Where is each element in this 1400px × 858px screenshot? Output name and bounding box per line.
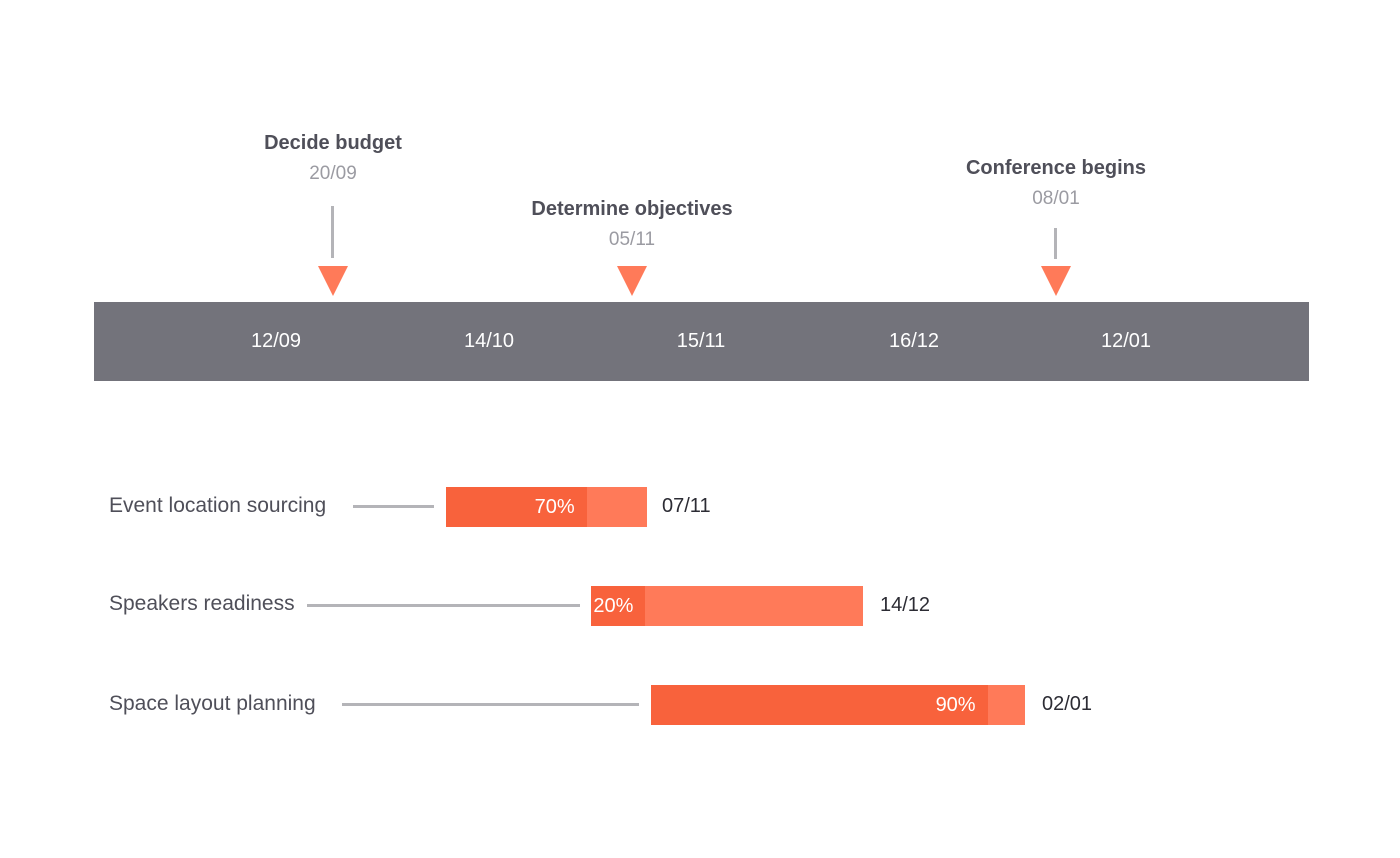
task-bar: 20% [591,586,863,626]
milestone-date: 08/01 [1032,188,1080,209]
axis-tick: 16/12 [888,330,940,352]
task-bar: 70% [446,487,647,527]
milestone-date: 20/09 [309,163,357,184]
milestone-determine-objectives: Determine objectives 05/11 [482,196,782,300]
task-connector [342,703,639,706]
milestone-stem [1054,228,1057,259]
timeline-axis: 12/09 14/10 15/11 16/12 12/01 [94,302,1309,381]
milestone-conference-begins: Conference begins 08/01 [906,155,1206,300]
task-progress-label: 90% [935,694,976,716]
milestone-marker-icon [318,266,348,296]
axis-tick: 12/09 [250,330,302,352]
axis-tick: 14/10 [463,330,515,352]
axis-tick: 15/11 [676,330,726,352]
task-progress-label: 70% [534,496,575,518]
milestone-date: 05/11 [608,229,656,250]
task-label: Space layout planning [109,692,316,715]
task-end-date: 02/01 [1042,693,1093,715]
task-label: Event location sourcing [109,494,327,517]
task-connector [307,604,580,607]
milestone-title: Conference begins [965,157,1147,179]
task-connector [353,505,434,508]
task-label: Speakers readiness [109,592,295,615]
task-end-date: 14/12 [880,594,931,616]
milestone-stem [331,206,334,258]
task-progress-fill: 90% [651,685,988,725]
milestone-title: Determine objectives [531,198,733,220]
task-bar: 90% [651,685,1025,725]
task-progress-fill: 70% [446,487,587,527]
milestone-marker-icon [617,266,647,296]
milestone-title: Decide budget [264,132,402,154]
milestone-marker-icon [1041,266,1071,296]
task-end-date: 07/11 [662,495,711,517]
axis-tick: 12/01 [1100,330,1152,352]
milestone-decide-budget: Decide budget 20/09 [183,130,483,300]
task-progress-fill: 20% [591,586,646,626]
task-progress-label: 20% [593,595,634,617]
